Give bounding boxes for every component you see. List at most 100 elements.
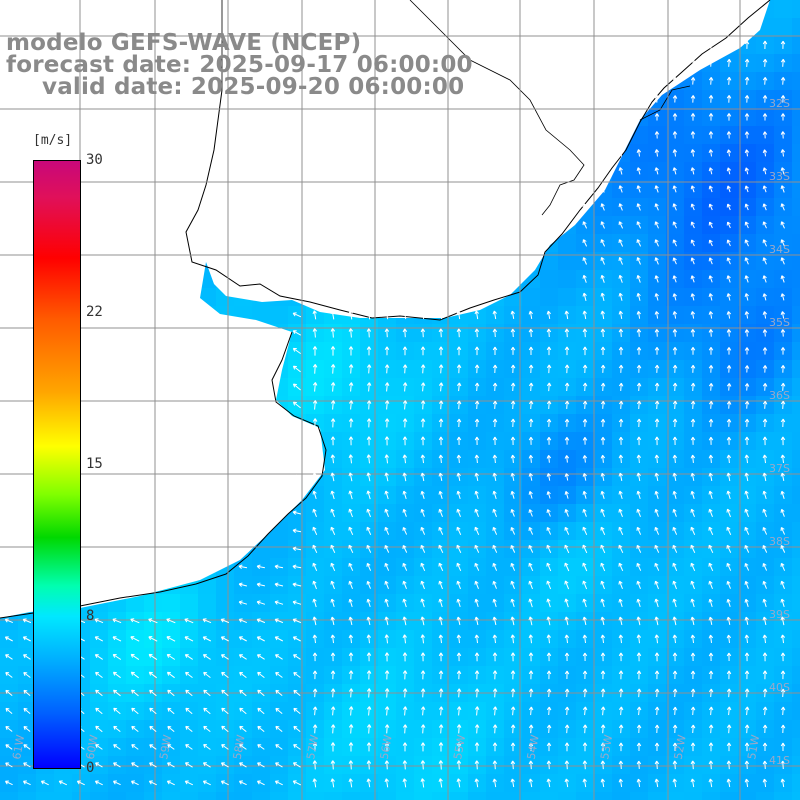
wind-arrow: [420, 742, 426, 752]
wind-arrow: [600, 454, 606, 463]
wind-arrow: [420, 310, 425, 320]
wind-arrow: [184, 780, 194, 786]
wind-arrow: [528, 652, 534, 662]
wind-arrow: [744, 383, 750, 391]
wind-arrow: [456, 706, 462, 716]
wind-arrow: [492, 328, 498, 338]
wind-arrow: [185, 725, 193, 732]
wind-arrow: [744, 76, 750, 85]
wind-arrow: [112, 780, 121, 786]
wind-arrow: [636, 742, 642, 751]
wind-arrow: [366, 706, 372, 716]
wind-arrow: [708, 203, 713, 211]
wind-arrow: [474, 364, 480, 374]
wind-arrow: [474, 706, 480, 716]
wind-arrow: [762, 77, 768, 85]
lat-label: 34S: [769, 243, 790, 256]
wind-arrow: [654, 293, 659, 301]
wind-arrow: [564, 616, 569, 626]
wind-arrow: [402, 778, 407, 788]
wind-arrow: [672, 311, 678, 319]
wind-arrow: [474, 328, 480, 338]
wind-arrow: [528, 509, 533, 517]
wind-arrow: [744, 670, 750, 680]
wind-arrow: [130, 636, 140, 642]
field-cell: [378, 792, 397, 800]
wind-arrow: [348, 634, 354, 644]
field-cell: [540, 270, 559, 289]
wind-arrow: [384, 670, 390, 680]
wind-arrow: [238, 600, 248, 605]
field-cell: [144, 594, 163, 613]
wind-arrow: [546, 509, 551, 517]
wind-arrow: [654, 418, 660, 428]
lon-label: 55W: [451, 734, 468, 761]
wind-arrow: [456, 364, 462, 374]
wind-arrow: [510, 688, 516, 698]
wind-arrow: [474, 724, 480, 734]
field-cell: [558, 792, 577, 800]
wind-arrow: [474, 490, 479, 500]
wind-arrow: [636, 275, 641, 283]
wind-arrow: [366, 616, 371, 626]
wind-arrow: [167, 744, 175, 750]
wind-arrow: [672, 275, 677, 283]
wind-arrow: [672, 257, 677, 265]
wind-arrow: [690, 293, 695, 301]
wind-arrow: [582, 760, 588, 770]
wind-arrow: [438, 562, 444, 572]
wind-arrow: [618, 400, 624, 409]
coastline-south: [0, 331, 327, 619]
lon-label: 51W: [745, 734, 762, 761]
wind-arrow: [546, 473, 551, 481]
wind-arrow: [420, 706, 426, 716]
wind-arrow: [366, 778, 371, 788]
wind-arrow: [546, 382, 552, 392]
wind-arrow: [348, 526, 354, 536]
wind-arrow: [780, 472, 785, 482]
wind-arrow: [366, 508, 371, 518]
wind-arrow: [564, 634, 570, 644]
wind-arrow: [618, 346, 624, 355]
colorbar-unit: [m/s]: [33, 133, 73, 148]
wind-arrow: [600, 688, 606, 698]
wind-arrow: [582, 742, 588, 752]
model-title: modelo GEFS-WAVE (NCEP): [6, 30, 362, 56]
wind-arrow: [94, 780, 103, 786]
wind-arrow: [618, 742, 624, 752]
wind-arrow: [402, 742, 408, 752]
wind-arrow: [708, 544, 714, 554]
wind-arrow: [5, 726, 13, 732]
wind-arrow: [130, 671, 140, 679]
wind-arrow: [292, 347, 301, 355]
wind-arrow: [708, 616, 713, 626]
wind-arrow: [257, 762, 265, 768]
wind-arrow: [564, 400, 570, 409]
wind-arrow: [330, 382, 336, 392]
field-cell: [180, 792, 199, 800]
wind-arrow: [726, 706, 732, 716]
wind-arrow: [420, 454, 426, 464]
wind-arrow: [312, 382, 318, 392]
wind-arrow: [672, 652, 678, 662]
wind-arrow: [582, 652, 588, 662]
wind-arrow: [221, 725, 229, 733]
wind-arrow: [726, 383, 732, 391]
field-cell: [198, 594, 217, 613]
wind-arrow: [5, 689, 13, 696]
wind-arrow: [636, 418, 642, 428]
wind-arrow: [636, 364, 642, 373]
wind-arrow: [780, 616, 785, 626]
field-cell: [198, 576, 217, 595]
field-cell: [216, 576, 235, 595]
wind-arrow: [312, 580, 317, 590]
field-cell: [18, 792, 37, 800]
forecast-date: forecast date: 2025-09-17 06:00:00: [6, 52, 473, 78]
wind-arrow: [690, 616, 695, 626]
wind-arrow: [528, 400, 534, 410]
wind-arrow: [366, 580, 371, 589]
wind-arrow: [510, 598, 515, 608]
field-cell: [792, 234, 800, 253]
wind-arrow: [292, 312, 302, 318]
wind-arrow: [780, 95, 786, 103]
